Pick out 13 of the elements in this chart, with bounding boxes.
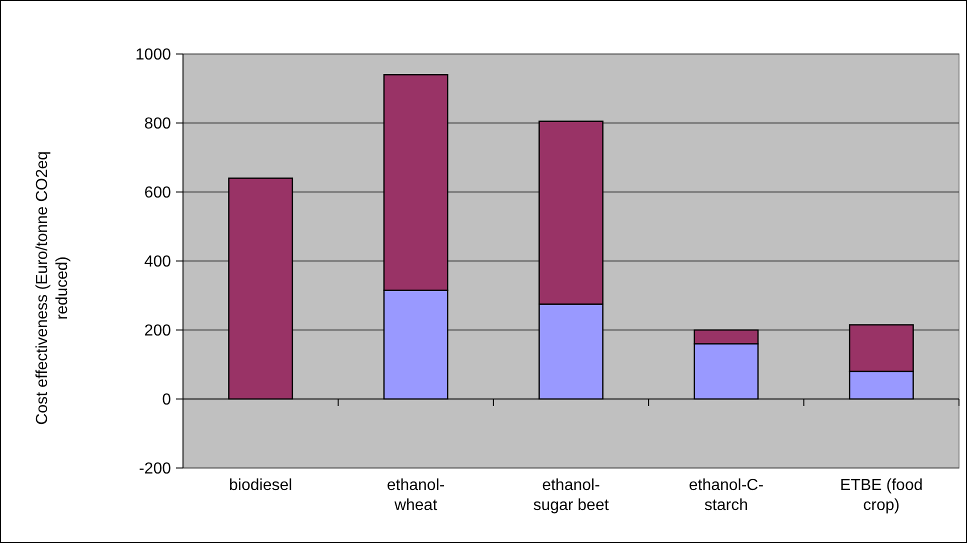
y-tick-label: 1000 — [135, 46, 172, 64]
y-tick-label: 0 — [162, 392, 172, 409]
x-tick-label: ETBE (food crop) — [840, 477, 923, 514]
y-tick-label: -200 — [138, 460, 172, 478]
y-axis-title: Cost effectiveness (Euro/tonne CO2eq reduced) — [34, 151, 71, 425]
y-tick-label: 800 — [144, 116, 172, 133]
x-tick-label: ethanol-wheat — [386, 477, 445, 514]
x-tick-label: ethanol-sugar beet — [533, 477, 610, 514]
y-tick-label: 600 — [144, 184, 172, 202]
x-tick-label: ethanol-C-starch — [688, 477, 764, 514]
y-tick-label: 200 — [144, 322, 172, 340]
y-tick-label: 400 — [144, 254, 172, 271]
x-tick-label: biodiesel — [229, 477, 292, 494]
